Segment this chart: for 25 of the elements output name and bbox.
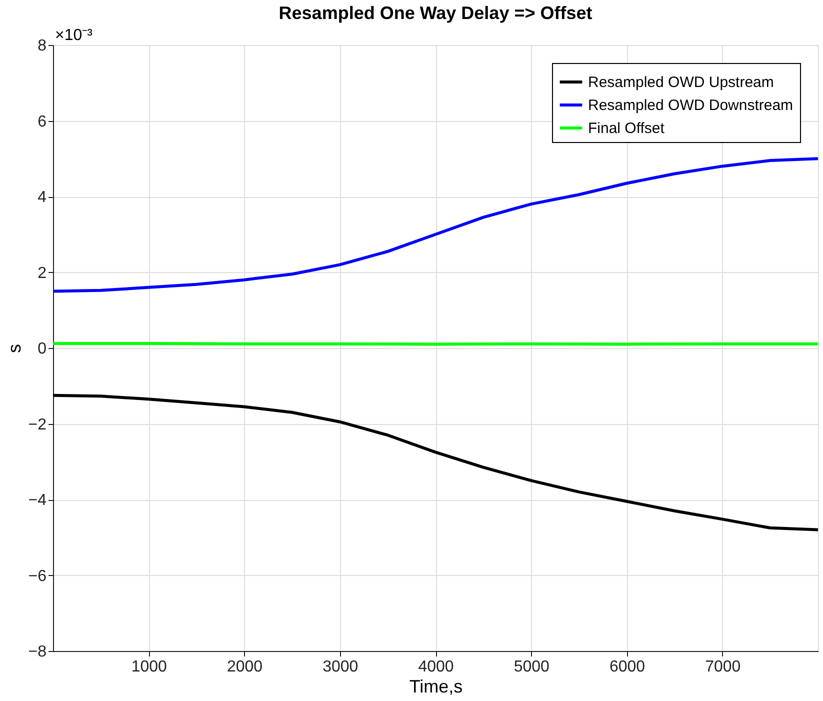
legend-label: Final Offset bbox=[588, 120, 666, 137]
legend-label: Resampled OWD Downstream bbox=[588, 97, 794, 114]
y-tick-label: 2 bbox=[38, 264, 47, 282]
line-series bbox=[53, 157, 818, 293]
line-series bbox=[53, 394, 818, 532]
x-tick-label: 7000 bbox=[705, 658, 741, 676]
x-tick-label: 6000 bbox=[609, 658, 646, 676]
x-tick-label: 5000 bbox=[514, 658, 550, 676]
text: ×10⁻³ bbox=[55, 27, 94, 44]
x-tick-label: 2000 bbox=[226, 658, 263, 676]
y-tick-label: −2 bbox=[28, 416, 47, 434]
y-tick-label: −4 bbox=[28, 492, 47, 509]
y-tick-label: −8 bbox=[28, 644, 47, 660]
x-tick-label: 4000 bbox=[418, 658, 454, 676]
x-tick-label: 3000 bbox=[322, 658, 358, 676]
y-tick-label: 4 bbox=[38, 189, 47, 206]
y-tick-label: 8 bbox=[38, 38, 47, 54]
x-tick-label: 1000 bbox=[131, 658, 168, 676]
y-tick-label: 0 bbox=[38, 340, 47, 358]
y-tick-label: 6 bbox=[38, 113, 47, 130]
y-tick-label: −6 bbox=[28, 568, 47, 585]
chart-title: Resampled One Way Delay => Offset bbox=[278, 3, 592, 23]
legend-label: Resampled OWD Upstream bbox=[588, 74, 774, 91]
y-axis-title: s bbox=[4, 344, 24, 353]
x-axis-title: Time,s bbox=[409, 676, 463, 696]
